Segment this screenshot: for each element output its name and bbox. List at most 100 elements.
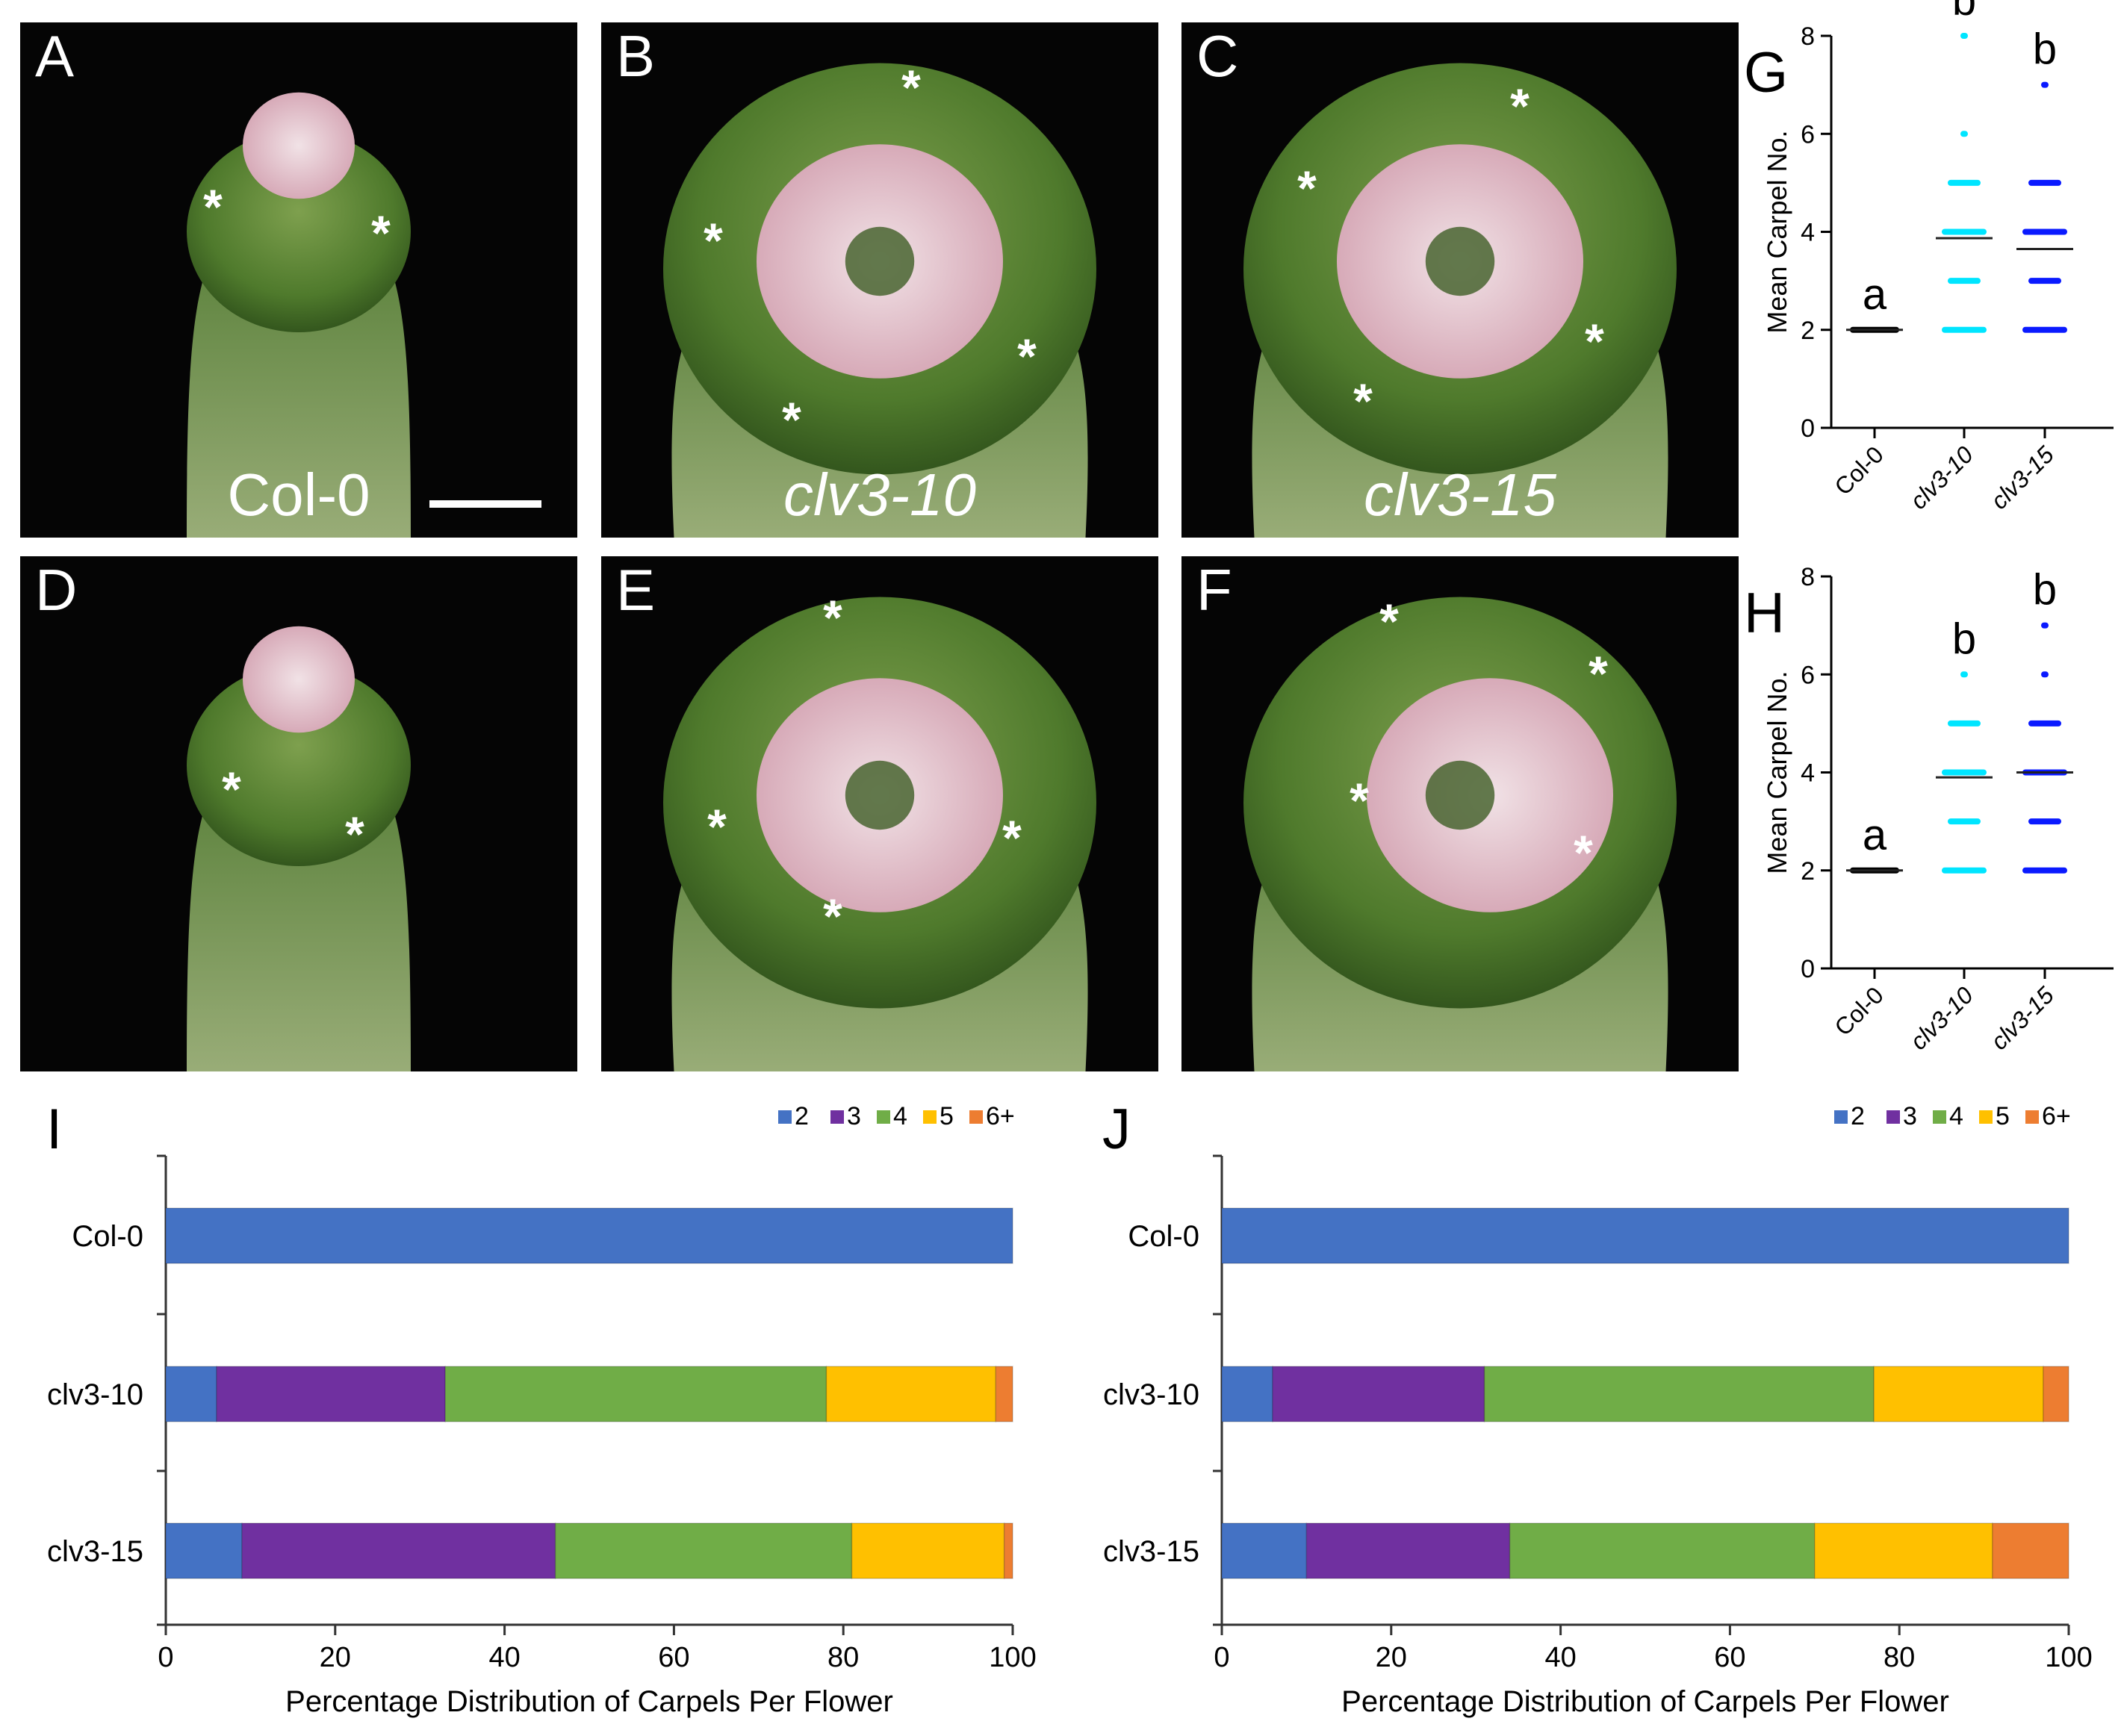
x-tick-label: 60 [658, 1642, 689, 1673]
chart-panels: G 0 2 4 6 8 Mean Carpel No. Col-0 a clv3-10 b clv3-… [46, 0, 2114, 1718]
data-point [1960, 671, 1968, 678]
bar-segment-2 [165, 1207, 1013, 1264]
genotype-label: clv3-15 [1364, 461, 1556, 528]
stigma-center [1425, 226, 1495, 296]
sepal-marker: * [1350, 773, 1369, 828]
bar-segment-5 [851, 1522, 1005, 1579]
panel-letter: J [1102, 1098, 1131, 1161]
dot-plot-g: G 0 2 4 6 8 Mean Carpel No. Col-0 a clv3-10 b clv3-… [1744, 0, 2114, 514]
x-tick-label: clv3-15 [1986, 441, 2060, 514]
panel-letter: C [1196, 23, 1238, 89]
data-point [1942, 769, 1987, 776]
bar-segment-6plus [2043, 1366, 2069, 1422]
legend-swatch [1979, 1110, 1993, 1124]
x-tick-label: Col-0 [1829, 981, 1889, 1041]
data-point [2041, 671, 2049, 678]
panel-letter: I [46, 1098, 62, 1161]
legend-swatch [778, 1110, 792, 1124]
y-tick-label: 2 [1801, 857, 1815, 886]
genotype-label: clv3-10 [783, 461, 976, 528]
category-label: Col-0 [1128, 1220, 1199, 1253]
photo-panel-d: D * * [20, 556, 577, 1071]
legend-label: 4 [1949, 1102, 1963, 1130]
sepal-marker: * [345, 806, 364, 862]
bar-segment-4 [554, 1522, 853, 1579]
stacked-bar-chart-j: J 2 3 4 5 6+ 0 20 40 60 80 100 Percentage Distributi… [1102, 1098, 2093, 1718]
y-axis-label: Mean Carpel No. [1762, 671, 1792, 874]
panel-letter: G [1744, 41, 1788, 105]
stigma [243, 92, 355, 199]
y-tick-label: 0 [1801, 414, 1815, 443]
legend-label: 5 [1996, 1102, 2010, 1130]
bar-segment-5 [1873, 1366, 2044, 1422]
data-point [1948, 278, 1981, 284]
data-point [1942, 326, 1987, 333]
panel-letter: B [616, 23, 655, 89]
bar-segment-2 [1221, 1207, 2069, 1264]
x-tick-label: 20 [320, 1642, 351, 1673]
bar-segment-3 [241, 1522, 556, 1579]
bar-segment-2 [165, 1366, 217, 1422]
bar-segment-4 [1509, 1522, 1816, 1579]
flower-bud [187, 665, 411, 866]
data-point [1960, 131, 1968, 137]
y-tick-label: 8 [1801, 563, 1815, 591]
bar-segment-3 [1305, 1522, 1511, 1579]
sepal-marker: * [823, 889, 842, 944]
genotype-label: Col-0 [227, 461, 370, 528]
bar-segment-4 [1483, 1366, 1875, 1422]
category-label: clv3-15 [47, 1535, 143, 1568]
sepal-marker: * [203, 179, 223, 234]
data-point [1942, 867, 1987, 874]
sepal-marker: * [1585, 314, 1604, 369]
legend-label: 4 [893, 1102, 907, 1130]
bar-segment-6plus [1003, 1522, 1013, 1579]
x-axis-label: Percentage Distribution of Carpels Per F… [1341, 1685, 1949, 1718]
sepal-marker: * [1017, 329, 1037, 384]
stacked-bar-chart-i: I 2 3 4 5 6+ 0 20 40 60 80 100 Percentage Distributi… [46, 1098, 1037, 1718]
sepal-marker: * [1574, 825, 1593, 880]
bar-segment-2 [1221, 1522, 1308, 1579]
panel-letter: A [35, 23, 74, 89]
legend-label: 6+ [2042, 1102, 2071, 1130]
data-point [2041, 622, 2049, 629]
y-tick-label: 8 [1801, 22, 1815, 51]
sepal-marker: * [1589, 646, 1608, 701]
bar-segment-6plus [995, 1366, 1013, 1422]
bar-segment-3 [1272, 1366, 1485, 1422]
photo-panel-e: E * * * * [601, 556, 1158, 1071]
bar-segment-5 [825, 1366, 997, 1422]
sepal-marker: * [1353, 373, 1373, 429]
data-point [1942, 228, 1987, 235]
y-tick-label: 6 [1801, 120, 1815, 149]
sepal-marker: * [1002, 810, 1022, 865]
x-tick-label: Col-0 [1829, 441, 1889, 500]
significance-letter: a [1863, 811, 1887, 859]
x-tick-label: 0 [158, 1642, 173, 1673]
data-point [2022, 228, 2067, 235]
x-tick-label: 20 [1376, 1642, 1407, 1673]
sepal-marker: * [222, 762, 241, 817]
stigma [243, 626, 355, 733]
stigma-center [845, 760, 915, 830]
legend-label: 2 [1851, 1102, 1865, 1130]
significance-letter: b [2033, 25, 2057, 74]
category-label: Col-0 [72, 1220, 143, 1253]
data-point [1960, 33, 1968, 39]
sepal-marker: * [1379, 594, 1399, 649]
data-point [2028, 720, 2061, 727]
y-axis-label: Mean Carpel No. [1762, 130, 1792, 333]
data-point [2022, 326, 2067, 333]
category-label: clv3-15 [1103, 1535, 1199, 1568]
x-tick-label: 0 [1214, 1642, 1229, 1673]
y-tick-label: 6 [1801, 661, 1815, 689]
photo-panel-f: F * * * * [1181, 556, 1739, 1071]
data-point [2028, 179, 2061, 186]
flower-bud [187, 131, 411, 332]
legend-swatch [830, 1110, 844, 1124]
x-tick-label: clv3-10 [1905, 981, 1979, 1055]
legend-swatch [1886, 1110, 1900, 1124]
